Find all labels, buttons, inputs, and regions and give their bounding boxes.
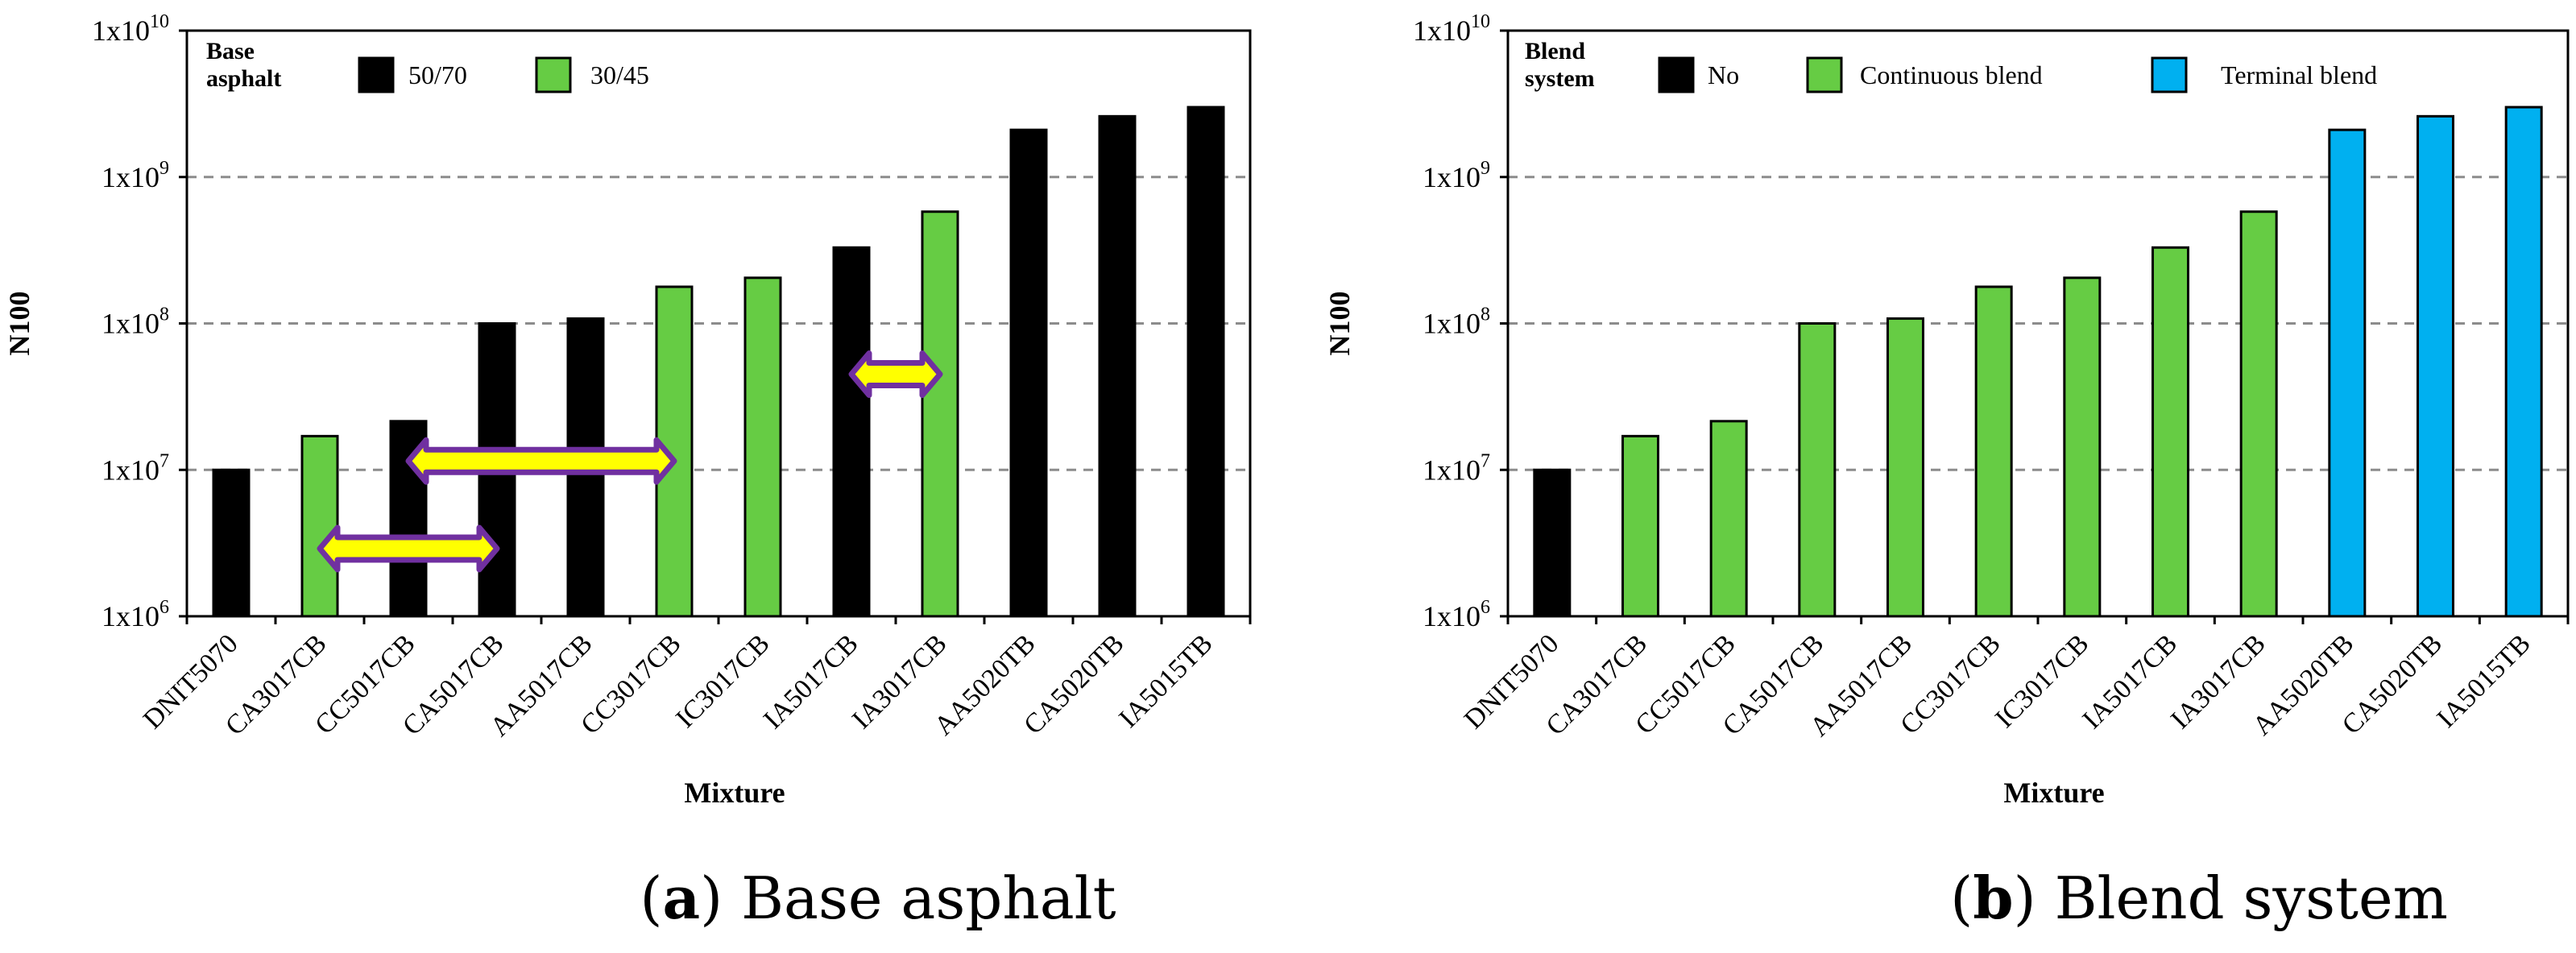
double-arrow-annotation xyxy=(405,437,677,485)
y-tick-exponent: 6 xyxy=(159,597,169,618)
bar-ca5017cb xyxy=(1798,322,1837,618)
y-tick-base: 1x10 xyxy=(1423,600,1481,632)
bar-ia5017cb xyxy=(832,246,871,618)
y-tick-base: 1x10 xyxy=(101,600,159,632)
y-tick-label: 1x108 xyxy=(101,305,169,340)
y-tick-label: 1x1010 xyxy=(1413,11,1490,47)
caption-text: Base asphalt xyxy=(741,864,1116,932)
caption-close-paren: ) xyxy=(2014,864,2055,932)
y-tick-exponent: 10 xyxy=(150,11,169,32)
caption-close-paren: ) xyxy=(700,864,741,932)
bar-ca5020tb xyxy=(2417,114,2454,618)
legend-label: 50/70 xyxy=(408,60,467,89)
y-tick-base: 1x10 xyxy=(1413,15,1471,47)
y-tick-exponent: 8 xyxy=(1481,305,1490,325)
x-tick-label: IA5015TB xyxy=(2431,628,2536,733)
y-tick-label: 1x107 xyxy=(101,450,169,486)
caption-letter: a xyxy=(662,864,700,932)
y-tick-base: 1x10 xyxy=(1423,454,1481,486)
bar-aa5020tb xyxy=(1009,128,1048,618)
y-tick-base: 1x10 xyxy=(101,161,159,193)
y-tick-label: 1x108 xyxy=(1423,305,1490,340)
legend-swatch xyxy=(1658,56,1695,93)
y-axis-title: N100 xyxy=(1323,292,1356,356)
legend-label: No xyxy=(1708,60,1739,89)
panel-caption: (a) Base asphalt xyxy=(640,864,1116,932)
bar-ic3017cb xyxy=(743,276,782,618)
legend-label: 30/45 xyxy=(590,60,649,89)
y-tick-exponent: 6 xyxy=(1481,597,1490,618)
y-tick-label: 1x106 xyxy=(101,597,169,632)
bar-ia5015tb xyxy=(2504,106,2543,618)
x-tick-label: IC3017CB xyxy=(1990,628,2094,733)
legend-title-line2: asphalt xyxy=(206,65,281,92)
y-tick-base: 1x10 xyxy=(101,454,159,486)
panel-caption: (b) Blend system xyxy=(1950,864,2448,932)
caption-open-paren: ( xyxy=(1950,864,1973,932)
y-tick-base: 1x10 xyxy=(101,308,159,340)
x-tick-label: IC3017CB xyxy=(670,628,775,733)
bar-ca3017cb xyxy=(300,434,339,618)
bar-ca5020tb xyxy=(1098,114,1137,618)
bar-cc3017cb xyxy=(1974,285,2013,618)
y-tick-base: 1x10 xyxy=(92,15,150,47)
bar-ia5017cb xyxy=(2151,246,2189,618)
y-tick-base: 1x10 xyxy=(1423,308,1481,340)
bar-dnit5070 xyxy=(1533,468,1572,618)
bar-aa5017cb xyxy=(1886,317,1924,618)
legend-title-line1: Base xyxy=(206,38,255,64)
bar-ca3017cb xyxy=(1621,434,1659,618)
y-tick-label: 1x1010 xyxy=(92,11,169,47)
legend-swatch xyxy=(2151,56,2188,93)
y-tick-exponent: 8 xyxy=(159,305,169,325)
legend-swatch xyxy=(535,56,572,93)
bar-ia3017cb xyxy=(921,210,959,618)
x-axis-title: Mixture xyxy=(2003,777,2104,809)
caption-text: Blend system xyxy=(2055,864,2448,932)
double-arrow-annotation xyxy=(848,350,943,399)
legend-title-line2: system xyxy=(1525,65,1595,92)
bar-ic3017cb xyxy=(2063,276,2102,618)
x-tick-label: IA5017CB xyxy=(758,628,864,735)
x-tick-label: IA5015TB xyxy=(1113,628,1218,733)
caption-open-paren: ( xyxy=(640,864,662,932)
x-axis-title: Mixture xyxy=(684,777,785,809)
y-tick-exponent: 7 xyxy=(1481,450,1490,471)
chart-panel-b: 1x1061x1071x1081x1091x1010DNIT5070CA3017… xyxy=(1323,11,2570,932)
y-tick-label: 1x106 xyxy=(1423,597,1490,632)
y-tick-label: 1x109 xyxy=(1423,158,1490,193)
legend-swatch xyxy=(358,56,395,93)
bar-ia5015tb xyxy=(1187,106,1225,618)
y-tick-label: 1x107 xyxy=(1423,450,1490,486)
bar-dnit5070 xyxy=(212,468,251,618)
legend-swatch xyxy=(1806,56,1843,93)
bar-aa5020tb xyxy=(2328,128,2367,618)
legend-title-line1: Blend xyxy=(1525,38,1585,64)
chart-panel-a: 1x1061x1071x1081x1091x1010DNIT5070CA3017… xyxy=(3,11,1252,932)
double-arrow-annotation xyxy=(317,524,500,573)
y-tick-exponent: 10 xyxy=(1471,11,1490,32)
legend-label: Continuous blend xyxy=(1860,60,2043,89)
caption-letter: b xyxy=(1973,864,2013,932)
bar-ia3017cb xyxy=(2239,210,2278,618)
y-tick-exponent: 7 xyxy=(159,450,169,471)
y-axis-title: N100 xyxy=(3,292,35,356)
y-tick-label: 1x109 xyxy=(101,158,169,193)
y-tick-exponent: 9 xyxy=(1481,158,1490,179)
x-tick-label: IA5017CB xyxy=(2077,628,2183,735)
bar-cc5017cb xyxy=(1709,420,1748,618)
y-tick-base: 1x10 xyxy=(1423,161,1481,193)
y-tick-exponent: 9 xyxy=(159,158,169,179)
legend-label: Terminal blend xyxy=(2221,60,2377,89)
